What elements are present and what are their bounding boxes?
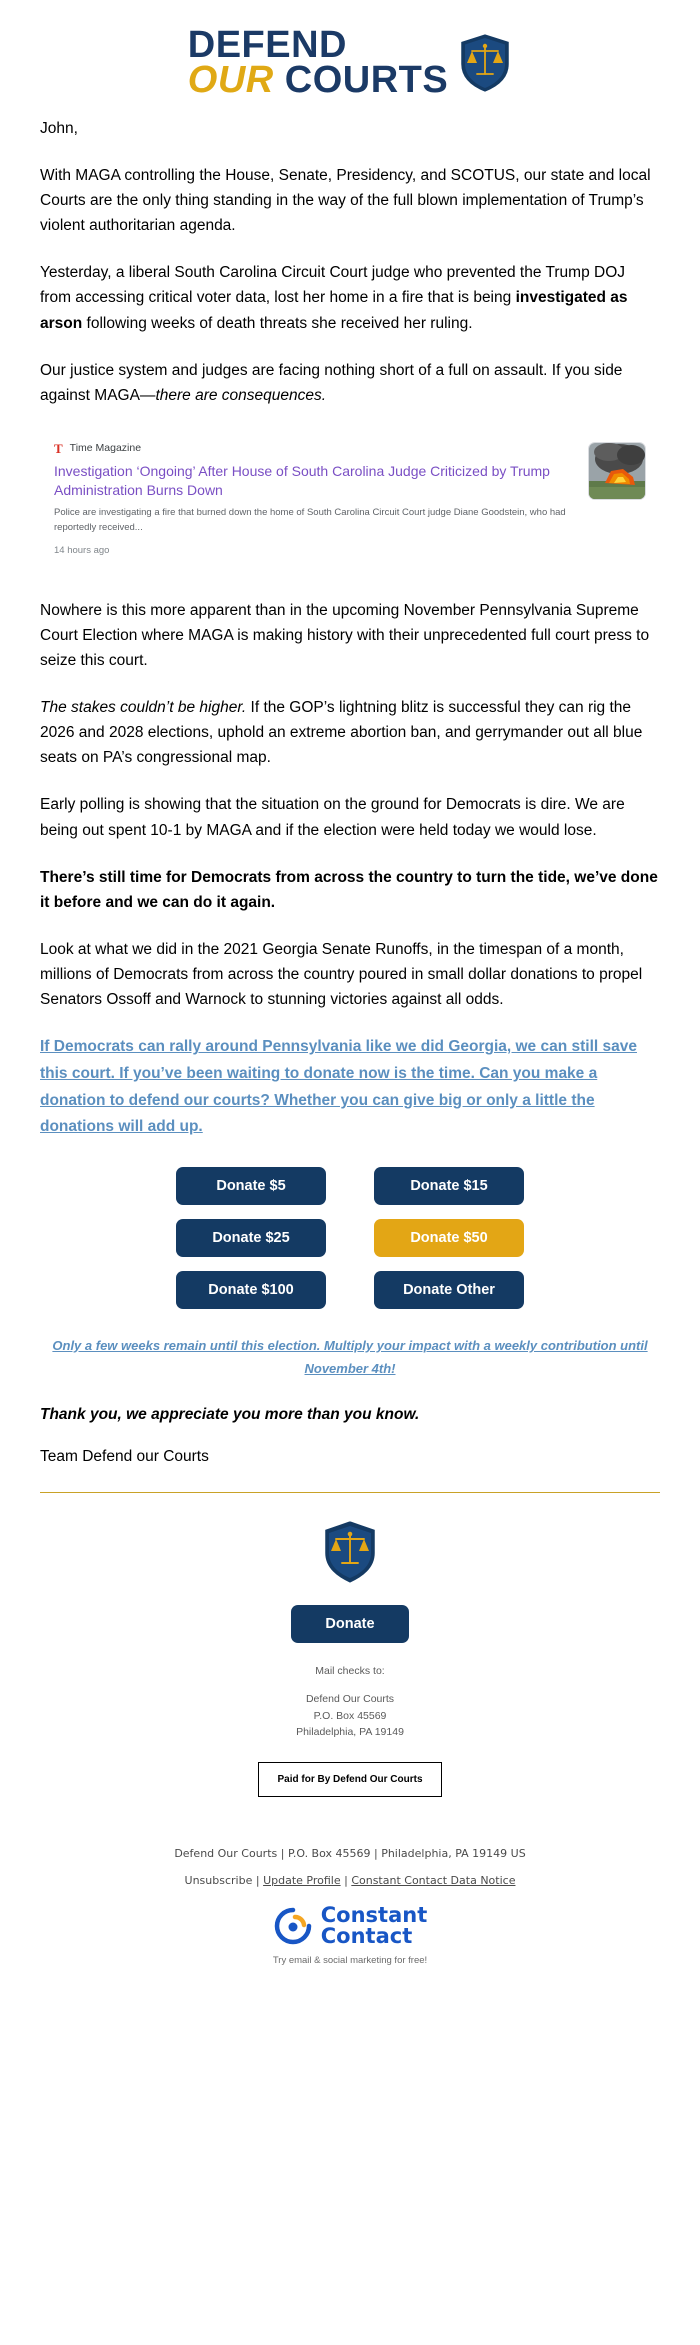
donate-5-button[interactable]: Donate $5 xyxy=(176,1166,326,1205)
mail-addr-line-2: P.O. Box 45569 xyxy=(313,1709,387,1722)
time-magazine-icon: T xyxy=(54,440,63,456)
news-source-name: Time Magazine xyxy=(69,442,142,455)
cta-donate-link[interactable]: If Democrats can rally around Pennsylvan… xyxy=(40,1038,637,1136)
donate-button-grid: Donate $5 Donate $15 Donate $25 Donate $… xyxy=(40,1166,660,1309)
cc-link-sep-1: | xyxy=(252,1874,264,1888)
footer-shield-scales-icon xyxy=(322,1519,378,1586)
paid-for-by-disclaimer: Paid for By Defend Our Courts xyxy=(258,1762,442,1798)
news-article-card[interactable]: T Time Magazine Investigation ‘Ongoing’ … xyxy=(40,429,660,570)
cc-word-contact: Contact xyxy=(320,1924,413,1949)
donate-15-button[interactable]: Donate $15 xyxy=(374,1166,524,1205)
paragraph-2: Yesterday, a liberal South Carolina Circ… xyxy=(40,260,660,335)
donate-row-1: Donate $5 Donate $15 xyxy=(40,1166,660,1205)
brand-line-defend: DEFEND xyxy=(187,24,347,66)
donate-50-button[interactable]: Donate $50 xyxy=(374,1218,524,1257)
donate-row-3: Donate $100 Donate Other xyxy=(40,1270,660,1309)
brand-wordmark: DEFEND OUR COURTS xyxy=(187,24,448,99)
paragraph-3: Our justice system and judges are facing… xyxy=(40,358,660,408)
paragraph-2-part-a: Yesterday, a liberal South Carolina Circ… xyxy=(40,264,625,307)
email-content: John, With MAGA controlling the House, S… xyxy=(0,116,700,1466)
thank-you-text: Thank you, we appreciate you more than y… xyxy=(40,1406,420,1424)
weekly-contribution-link[interactable]: Only a few weeks remain until this elect… xyxy=(52,1337,648,1376)
paragraph-7-bold: There’s still time for Democrats from ac… xyxy=(40,868,658,911)
signoff-text: Team Defend our Courts xyxy=(40,1448,209,1466)
paragraph-5-rest: If the GOP’s lightning blitz is successf… xyxy=(40,699,643,767)
paragraph-2-bold: investigated as arson xyxy=(40,289,628,332)
constant-contact-logo[interactable]: Constant Contact xyxy=(273,1905,428,1947)
cc-footer-links: Unsubscribe | Update Profile | Constant … xyxy=(40,1874,660,1887)
data-notice-link[interactable]: Constant Contact Data Notice xyxy=(351,1874,516,1888)
cc-link-sep-2: | xyxy=(340,1874,352,1888)
paragraph-2-part-b: following weeks of death threats she rec… xyxy=(82,314,473,332)
constant-contact-tagline: Try email & social marketing for free! xyxy=(272,1955,428,1967)
brand-logo[interactable]: DEFEND OUR COURTS xyxy=(187,24,512,99)
paragraph-6: Early polling is showing that the situat… xyxy=(40,796,625,839)
weekly-contribution-link-paragraph[interactable]: Only a few weeks remain until this elect… xyxy=(40,1335,660,1381)
constant-contact-wordmark: Constant Contact xyxy=(321,1905,428,1947)
footer-donate-button[interactable]: Donate xyxy=(291,1605,409,1644)
mail-addr-line-1: Defend Our Courts xyxy=(305,1693,395,1706)
news-source-row: T Time Magazine xyxy=(54,442,576,455)
greeting-text: John, xyxy=(40,119,78,137)
paragraph-5: The stakes couldn’t be higher. If the GO… xyxy=(40,695,660,770)
cc-sender-address: Defend Our Courts | P.O. Box 45569 | Phi… xyxy=(174,1847,526,1861)
news-card-text: T Time Magazine Investigation ‘Ongoing’ … xyxy=(54,442,576,556)
email-footer: Donate Mail checks to: Defend Our Courts… xyxy=(0,1519,700,1833)
paragraph-3-part-a: Our justice system and judges are facing… xyxy=(40,361,623,404)
brand-line-our-courts: OUR COURTS xyxy=(188,61,448,99)
paragraph-1: With MAGA controlling the House, Senate,… xyxy=(40,167,651,235)
mail-addr-line-3: Philadelphia, PA 19149 xyxy=(296,1725,404,1738)
brand-word-courts: COURTS xyxy=(284,58,449,101)
footer-divider xyxy=(40,1492,660,1494)
news-snippet: Police are investigating a fire that bur… xyxy=(54,507,566,534)
email-body: DEFEND OUR COURTS John, With MAGA contro… xyxy=(0,0,700,1990)
news-timestamp: 14 hours ago xyxy=(54,544,110,556)
shield-scales-icon xyxy=(458,31,512,94)
donate-100-button[interactable]: Donate $100 xyxy=(176,1270,326,1309)
donate-row-2: Donate $25 Donate $50 xyxy=(40,1218,660,1257)
constant-contact-footer: Defend Our Courts | P.O. Box 45569 | Phi… xyxy=(0,1833,700,1990)
cta-donate-link-paragraph[interactable]: If Democrats can rally around Pennsylvan… xyxy=(40,1034,660,1141)
cc-word-constant: Constant xyxy=(320,1903,428,1928)
news-thumbnail-image xyxy=(588,441,646,500)
paragraph-3-italic: there are consequences. xyxy=(155,386,327,404)
brand-word-our: OUR xyxy=(187,58,274,101)
unsubscribe-link[interactable]: Unsubscribe xyxy=(184,1874,253,1888)
donate-other-button[interactable]: Donate Other xyxy=(374,1270,524,1309)
mail-checks-label: Mail checks to: xyxy=(315,1665,385,1678)
update-profile-link[interactable]: Update Profile xyxy=(263,1874,341,1888)
paragraph-4: Nowhere is this more apparent than in th… xyxy=(40,601,650,670)
news-headline[interactable]: Investigation ‘Ongoing’ After House of S… xyxy=(54,462,550,498)
constant-contact-swirl-icon xyxy=(274,1907,311,1945)
email-header: DEFEND OUR COURTS xyxy=(0,0,700,116)
mailing-address: Defend Our Courts P.O. Box 45569 Philade… xyxy=(40,1691,660,1740)
donate-25-button[interactable]: Donate $25 xyxy=(176,1218,326,1257)
paragraph-8: Look at what we did in the 2021 Georgia … xyxy=(40,940,643,1009)
paragraph-5-italic: The stakes couldn’t be higher. xyxy=(40,699,247,717)
